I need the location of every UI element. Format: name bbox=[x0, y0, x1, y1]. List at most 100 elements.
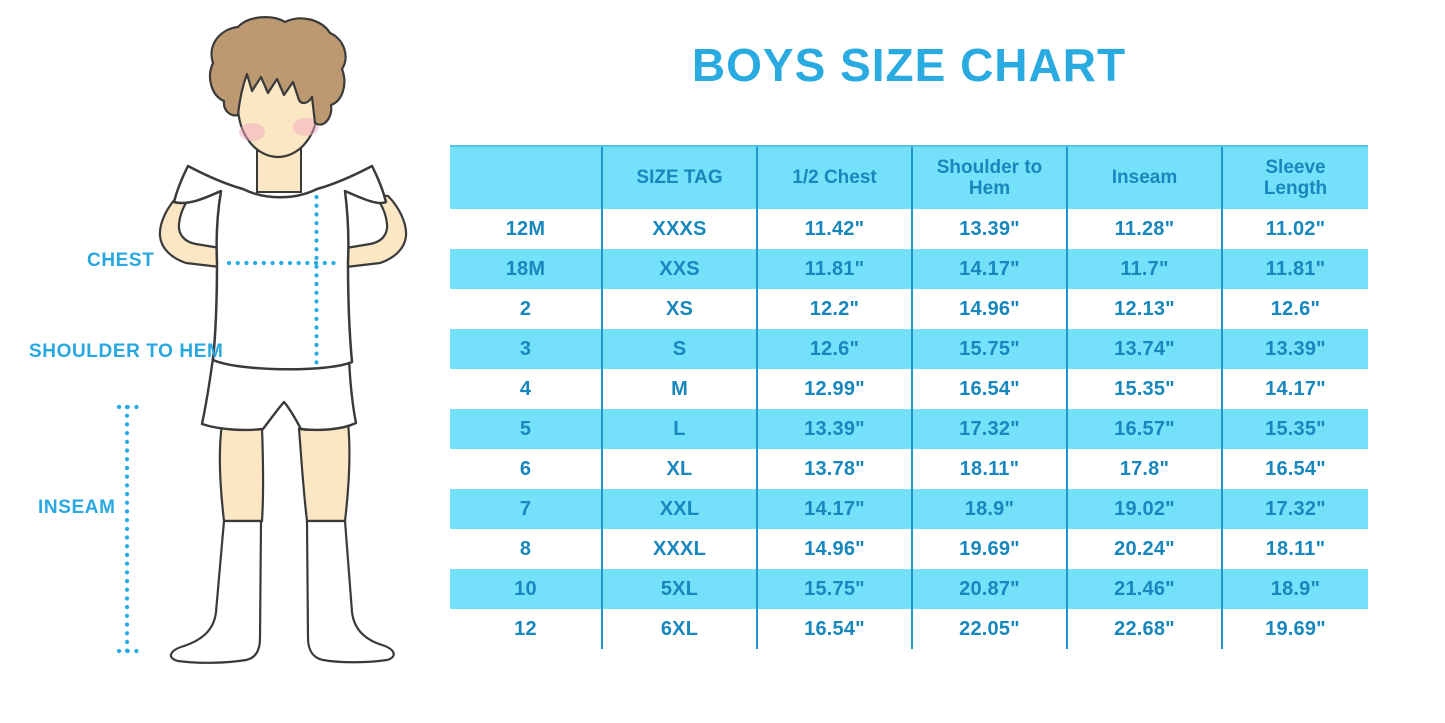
value-cell: 14.17" bbox=[758, 489, 913, 529]
value-cell: 19.69" bbox=[913, 529, 1068, 569]
row-size-cell: 12 bbox=[450, 609, 603, 649]
value-cell: 13.39" bbox=[758, 409, 913, 449]
value-cell: 17.8" bbox=[1068, 449, 1223, 489]
right-arm bbox=[344, 193, 408, 269]
header-cell: Shoulder to Hem bbox=[913, 147, 1068, 209]
value-cell: XXL bbox=[603, 489, 758, 529]
value-cell: 12.2" bbox=[758, 289, 913, 329]
value-cell: 22.68" bbox=[1068, 609, 1223, 649]
table-row: 8 XXXL 14.96" 19.69" 20.24" 18.11" bbox=[450, 529, 1368, 569]
value-cell: 20.87" bbox=[913, 569, 1068, 609]
row-size-cell: 4 bbox=[450, 369, 603, 409]
table-row: 3 S 12.6" 15.75" 13.74" 13.39" bbox=[450, 329, 1368, 369]
left-arm bbox=[158, 193, 222, 269]
value-cell: 15.35" bbox=[1068, 369, 1223, 409]
row-size-cell: 6 bbox=[450, 449, 603, 489]
value-cell: 15.35" bbox=[1265, 417, 1326, 440]
row-size-cell: 7 bbox=[450, 489, 603, 529]
value-cell: 19.02" bbox=[1068, 489, 1223, 529]
table-row: 18M XXS 11.81" 14.17" 11.7" 11.81" bbox=[450, 249, 1368, 289]
value-cell: 17.32" bbox=[1265, 497, 1326, 520]
value-cell: 22.05" bbox=[913, 609, 1068, 649]
value-cell: 20.24" bbox=[1068, 529, 1223, 569]
row-size-cell: 8 bbox=[450, 529, 603, 569]
left-leg bbox=[218, 422, 265, 523]
value-cell: 18.9" bbox=[913, 489, 1068, 529]
value-cell: 18.11" bbox=[913, 449, 1068, 489]
value-cell: 12.99" bbox=[758, 369, 913, 409]
value-cell: 16.54" bbox=[758, 609, 913, 649]
value-cell: 11.28" bbox=[1068, 209, 1223, 249]
table-row: 10 5XL 15.75" 20.87" 21.46" 18.9" bbox=[450, 569, 1368, 609]
value-cell: 18.11" bbox=[1265, 537, 1326, 560]
value-cell: 19.69" bbox=[1265, 617, 1326, 640]
value-cell: 14.17" bbox=[1265, 377, 1326, 400]
value-cell: 17.32" bbox=[913, 409, 1068, 449]
value-cell: 15.75" bbox=[913, 329, 1068, 369]
row-size-cell: 5 bbox=[450, 409, 603, 449]
value-cell: 12.6" bbox=[1270, 297, 1321, 320]
value-cell: 6XL bbox=[603, 609, 758, 649]
value-cell: 16.57" bbox=[1068, 409, 1223, 449]
value-cell: 11.42" bbox=[758, 209, 913, 249]
value-cell: 14.96" bbox=[758, 529, 913, 569]
value-cell: 12.13" bbox=[1068, 289, 1223, 329]
row-size-cell: 10 bbox=[450, 569, 603, 609]
right-sock bbox=[305, 519, 395, 664]
value-cell: 13.74" bbox=[1068, 329, 1223, 369]
table-row: 4 M 12.99" 16.54" 15.35" 14.17" bbox=[450, 369, 1368, 409]
hair bbox=[208, 16, 347, 126]
value-cell: 11.81" bbox=[758, 249, 913, 289]
table-row: 7 XXL 14.17" 18.9" 19.02" 17.32" bbox=[450, 489, 1368, 529]
table-row: 12M XXXS 11.42" 13.39" 11.28" 11.02" bbox=[450, 209, 1368, 249]
value-cell: M bbox=[603, 369, 758, 409]
tshirt bbox=[172, 164, 388, 371]
header-cell: Sleeve Length bbox=[1263, 156, 1328, 199]
right-cheek-blush bbox=[293, 118, 319, 136]
row-size-cell: 12M bbox=[450, 209, 603, 249]
value-cell: XXXS bbox=[603, 209, 758, 249]
value-cell: 11.02" bbox=[1265, 217, 1326, 240]
value-cell: 14.17" bbox=[913, 249, 1068, 289]
value-cell: 5XL bbox=[603, 569, 758, 609]
value-cell: 21.46" bbox=[1068, 569, 1223, 609]
value-cell: 12.6" bbox=[758, 329, 913, 369]
boy-illustration: CHEST SHOULDER TO HEM INSEAM bbox=[0, 0, 450, 723]
inseam-label: INSEAM bbox=[38, 497, 116, 518]
chest-label: CHEST bbox=[87, 250, 155, 271]
value-cell: 11.7" bbox=[1068, 249, 1223, 289]
row-size-cell: 3 bbox=[450, 329, 603, 369]
value-cell: 15.75" bbox=[758, 569, 913, 609]
value-cell: 16.54" bbox=[1265, 457, 1326, 480]
shoulder-to-hem-label: SHOULDER TO HEM bbox=[29, 341, 224, 362]
row-size-cell: 2 bbox=[450, 289, 603, 329]
value-cell: 14.96" bbox=[913, 289, 1068, 329]
value-cell: XXXL bbox=[603, 529, 758, 569]
table-row: 12 6XL 16.54" 22.05" 22.68" 19.69" bbox=[450, 609, 1368, 649]
left-cheek-blush bbox=[239, 123, 265, 141]
row-size-cell: 18M bbox=[450, 249, 603, 289]
boy-illustration-svg bbox=[116, 16, 408, 664]
value-cell: XL bbox=[603, 449, 758, 489]
right-leg bbox=[297, 421, 351, 523]
value-cell: S bbox=[603, 329, 758, 369]
value-cell: 13.78" bbox=[758, 449, 913, 489]
table-row: 5 L 13.39" 17.32" 16.57" 15.35" bbox=[450, 409, 1368, 449]
table-header-row: SIZE TAG 1/2 Chest Shoulder to Hem Inseam Sl… bbox=[450, 145, 1368, 209]
page-title: BOYS SIZE CHART bbox=[691, 39, 1127, 91]
header-cell: SIZE TAG bbox=[603, 147, 758, 209]
header-cell: Inseam bbox=[1068, 147, 1223, 209]
value-cell: 13.39" bbox=[1265, 337, 1326, 360]
value-cell: 13.39" bbox=[913, 209, 1068, 249]
table-row: 2 XS 12.2" 14.96" 12.13" 12.6" bbox=[450, 289, 1368, 329]
header-cell-size bbox=[450, 147, 603, 209]
left-sock bbox=[169, 519, 263, 664]
value-cell: XS bbox=[603, 289, 758, 329]
header-cell: 1/2 Chest bbox=[758, 147, 913, 209]
value-cell: XXS bbox=[603, 249, 758, 289]
size-table: SIZE TAG 1/2 Chest Shoulder to Hem Inseam Sl… bbox=[450, 145, 1368, 649]
value-cell: 18.9" bbox=[1270, 577, 1321, 600]
table-row: 6 XL 13.78" 18.11" 17.8" 16.54" bbox=[450, 449, 1368, 489]
value-cell: 11.81" bbox=[1265, 257, 1326, 280]
